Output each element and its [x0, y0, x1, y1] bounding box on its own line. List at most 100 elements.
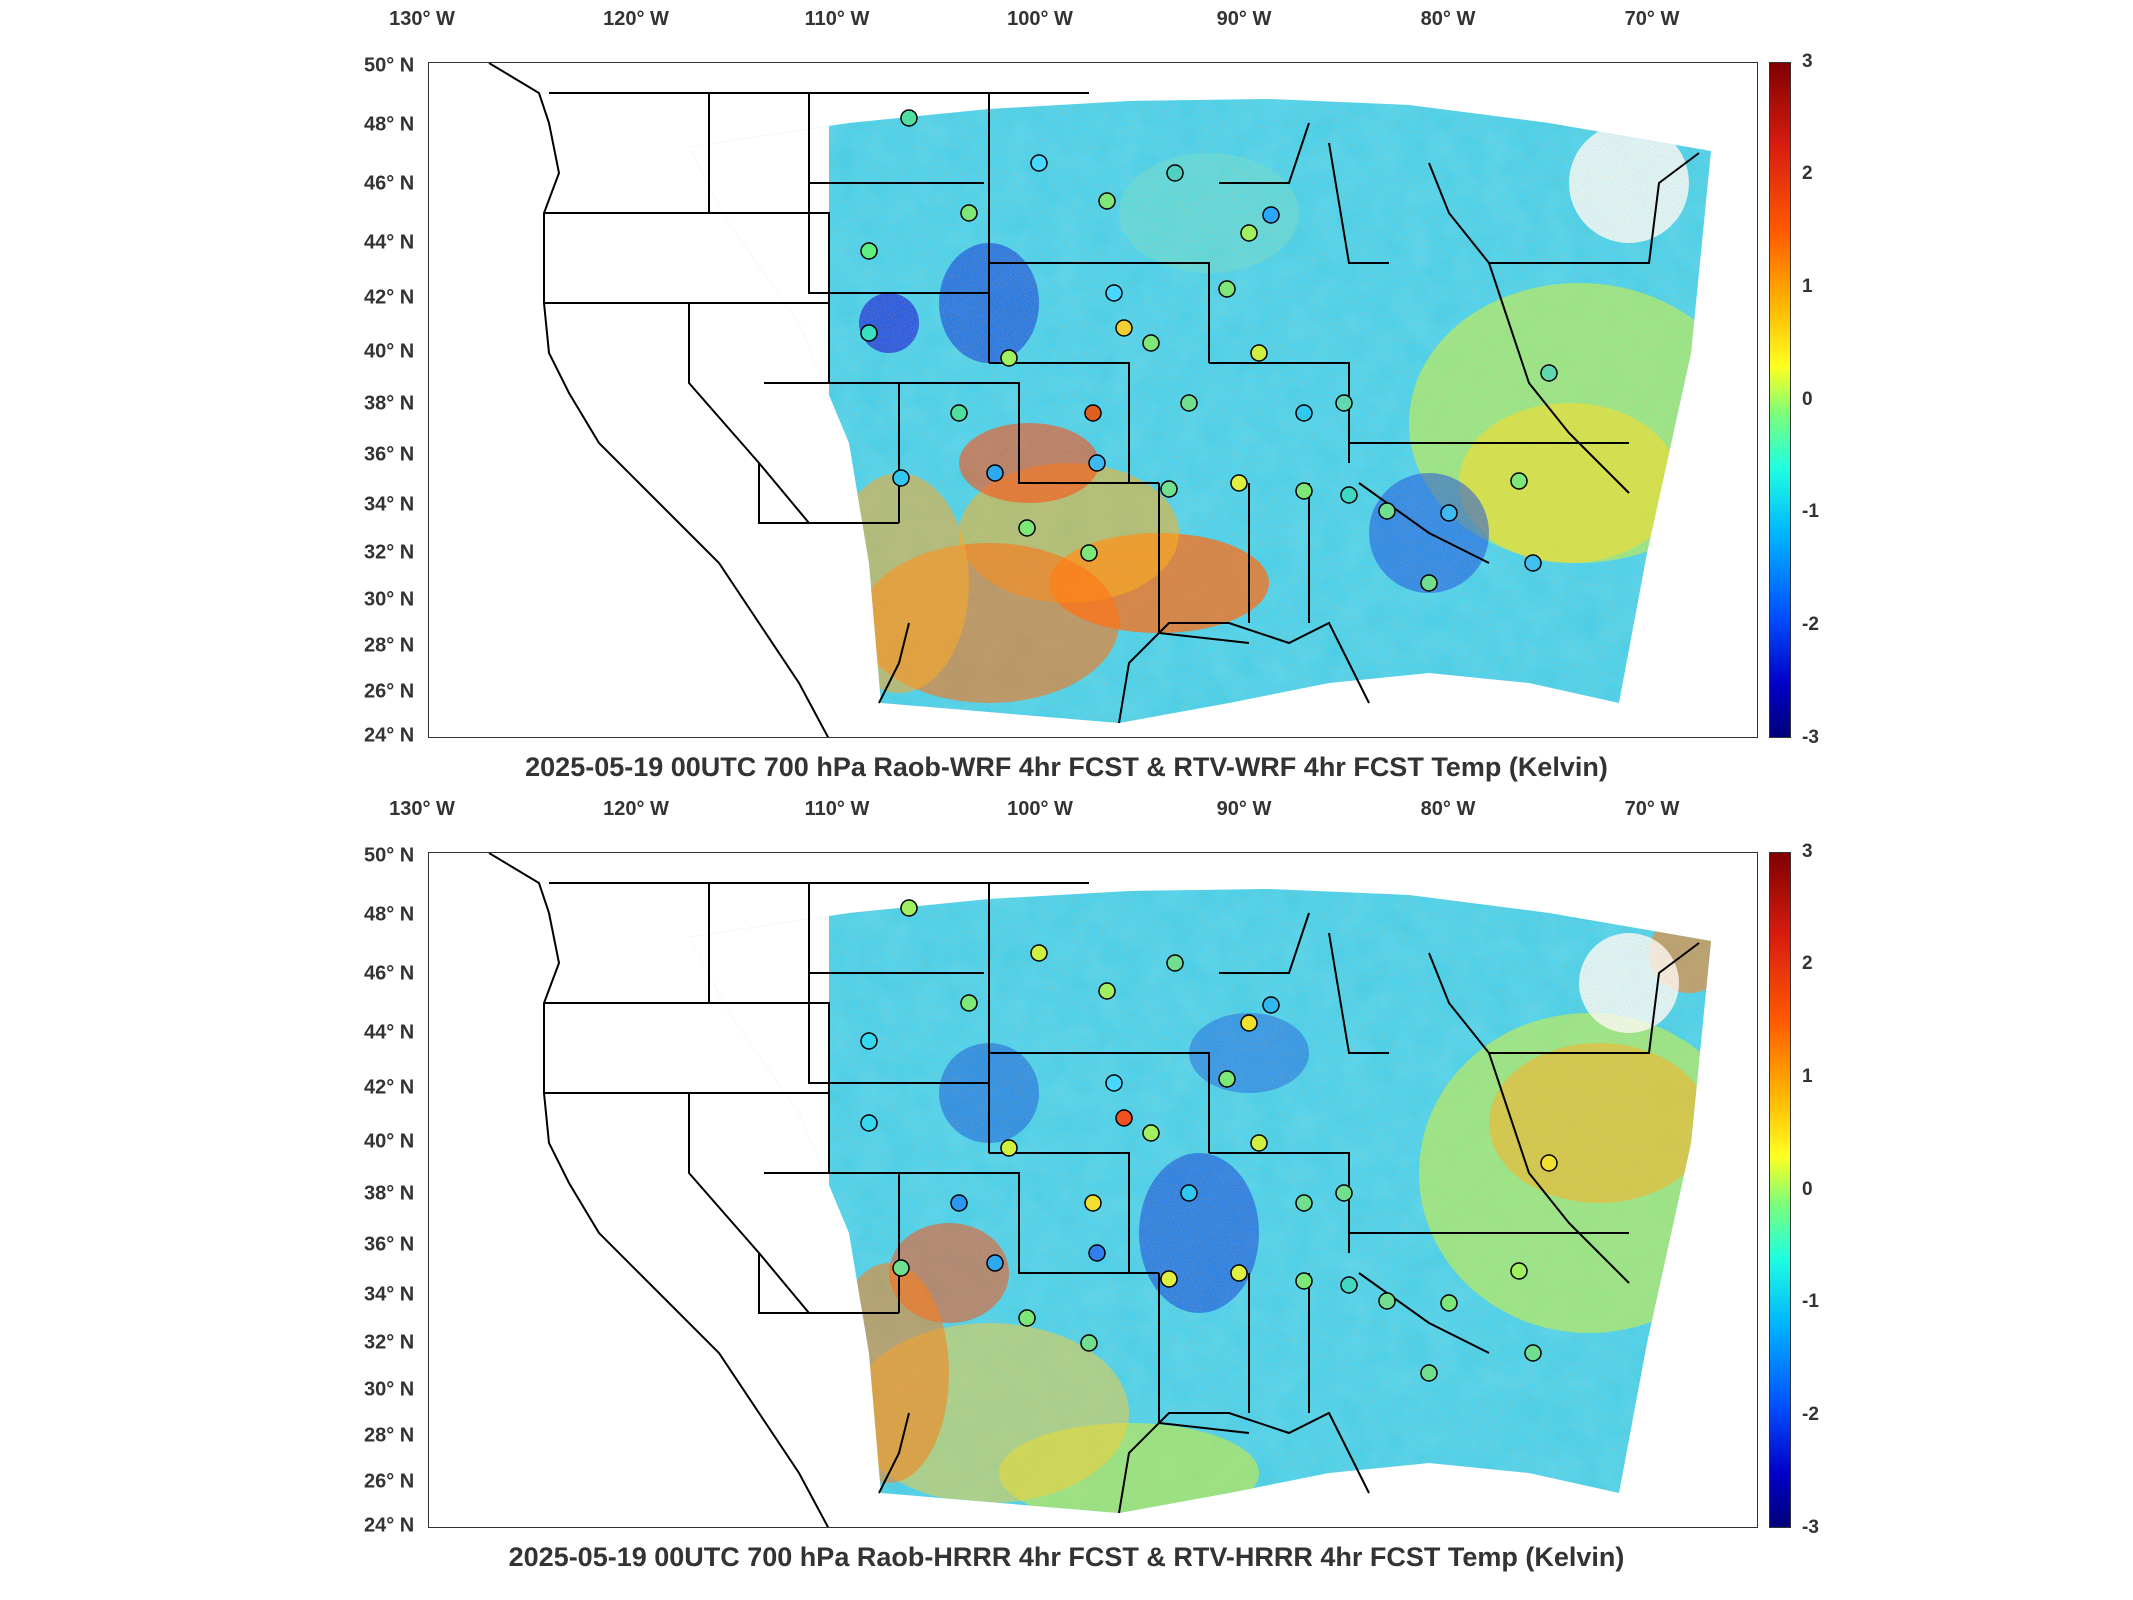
lat-label: 50° N	[364, 54, 415, 77]
lon-label: 120° W	[603, 8, 669, 30]
colorbar-tick: 3	[1802, 51, 1813, 72]
panel-title: 2025-05-19 00UTC 700 hPa Raob-WRF 4hr FC…	[525, 752, 1608, 782]
raob-station-marker	[1115, 1109, 1133, 1127]
raob-station-marker	[986, 464, 1004, 482]
colorbar-tick: -1	[1802, 501, 1819, 522]
raob-station-marker	[1180, 394, 1198, 412]
lat-label: 42° N	[364, 286, 415, 309]
lat-label: 38° N	[364, 392, 415, 415]
lat-label: 46° N	[364, 962, 415, 985]
raob-station-marker	[1166, 164, 1184, 182]
raob-station-marker	[1080, 544, 1098, 562]
lon-label: 130° W	[389, 8, 455, 30]
lat-label: 32° N	[364, 1331, 415, 1354]
lat-label: 50° N	[364, 844, 415, 867]
lat-label: 44° N	[364, 1021, 415, 1044]
lat-label: 38° N	[364, 1182, 415, 1205]
lon-label: 90° W	[1216, 8, 1272, 30]
colorbar-tick: -3	[1802, 727, 1819, 748]
lon-label: 70° W	[1624, 798, 1680, 820]
raob-station-marker	[986, 1254, 1004, 1272]
raob-station-marker	[1378, 502, 1396, 520]
raob-station-marker	[1524, 1344, 1542, 1362]
raob-station-marker	[1335, 1184, 1353, 1202]
lon-label: 120° W	[603, 798, 669, 820]
colorbar-tick: 1	[1802, 1066, 1813, 1087]
lat-label: 36° N	[364, 443, 415, 466]
colorbar-tick: 0	[1802, 389, 1813, 410]
lon-label: 80° W	[1420, 798, 1476, 820]
raob-station-marker	[1295, 404, 1313, 422]
raob-station-marker	[1142, 1124, 1160, 1142]
temperature-difference-field	[689, 889, 1711, 1513]
raob-station-marker	[1440, 1294, 1458, 1312]
lat-label: 34° N	[364, 1283, 415, 1306]
colorbar-tick: 0	[1802, 1179, 1813, 1200]
panel-title: 2025-05-19 00UTC 700 hPa Raob-HRRR 4hr F…	[508, 1542, 1625, 1572]
raob-station-marker	[892, 469, 910, 487]
panel-wrf: 130° W 120° W 110° W 100° W 90° W 80° W …	[364, 8, 1819, 782]
map-canvas	[488, 63, 1711, 737]
lat-label: 26° N	[364, 680, 415, 703]
raob-station-marker	[1295, 1194, 1313, 1212]
raob-station-marker	[1030, 154, 1048, 172]
raob-station-marker	[1250, 1134, 1268, 1152]
raob-station-marker	[1540, 364, 1558, 382]
raob-station-marker	[1378, 1292, 1396, 1310]
raob-station-marker	[1335, 394, 1353, 412]
raob-station-marker	[1262, 996, 1280, 1014]
raob-station-marker	[1166, 954, 1184, 972]
lon-label: 100° W	[1007, 8, 1073, 30]
lat-label: 30° N	[364, 588, 415, 611]
raob-station-marker	[860, 1114, 878, 1132]
colorbar-tick: -2	[1802, 1404, 1819, 1425]
raob-station-marker	[1098, 982, 1116, 1000]
raob-station-marker	[1240, 224, 1258, 242]
lon-label: 70° W	[1624, 8, 1680, 30]
colorbar-tick: 2	[1802, 953, 1813, 974]
raob-station-marker	[1000, 349, 1018, 367]
raob-station-marker	[960, 994, 978, 1012]
colorbar-tick: 2	[1802, 163, 1813, 184]
raob-station-marker	[1080, 1334, 1098, 1352]
raob-station-marker	[1084, 1194, 1102, 1212]
lat-label: 40° N	[364, 1130, 415, 1153]
raob-station-marker	[1524, 554, 1542, 572]
colorbar-tick: -3	[1802, 1517, 1819, 1538]
raob-station-marker	[1000, 1139, 1018, 1157]
colorbar-tick: -2	[1802, 614, 1819, 635]
raob-station-marker	[1105, 1074, 1123, 1092]
raob-station-marker	[1180, 1184, 1198, 1202]
raob-station-marker	[1218, 280, 1236, 298]
map-frame	[428, 62, 1758, 738]
lat-label: 44° N	[364, 231, 415, 254]
raob-station-marker	[1440, 504, 1458, 522]
raob-station-marker	[860, 324, 878, 342]
colorbar-tick: -1	[1802, 1291, 1819, 1312]
lat-label: 24° N	[364, 1514, 415, 1537]
raob-station-marker	[1018, 519, 1036, 537]
raob-station-marker	[1340, 486, 1358, 504]
raob-station-marker	[950, 1194, 968, 1212]
lon-label: 130° W	[389, 798, 455, 820]
raob-station-marker	[960, 204, 978, 222]
raob-station-marker	[1262, 206, 1280, 224]
lat-label: 28° N	[364, 634, 415, 657]
raob-station-marker	[1018, 1309, 1036, 1327]
raob-station-marker	[1088, 454, 1106, 472]
raob-station-marker	[1420, 1364, 1438, 1382]
lat-label: 26° N	[364, 1470, 415, 1493]
raob-station-marker	[1098, 192, 1116, 210]
raob-stations	[860, 899, 1558, 1382]
lon-label: 100° W	[1007, 798, 1073, 820]
lon-label: 80° W	[1420, 8, 1476, 30]
lat-label: 28° N	[364, 1424, 415, 1447]
raob-station-marker	[1160, 480, 1178, 498]
state-borders	[488, 63, 1700, 737]
raob-station-marker	[900, 899, 918, 917]
raob-station-marker	[860, 242, 878, 260]
lat-label: 32° N	[364, 541, 415, 564]
lat-label: 24° N	[364, 724, 415, 747]
raob-station-marker	[1250, 344, 1268, 362]
lat-label: 42° N	[364, 1076, 415, 1099]
